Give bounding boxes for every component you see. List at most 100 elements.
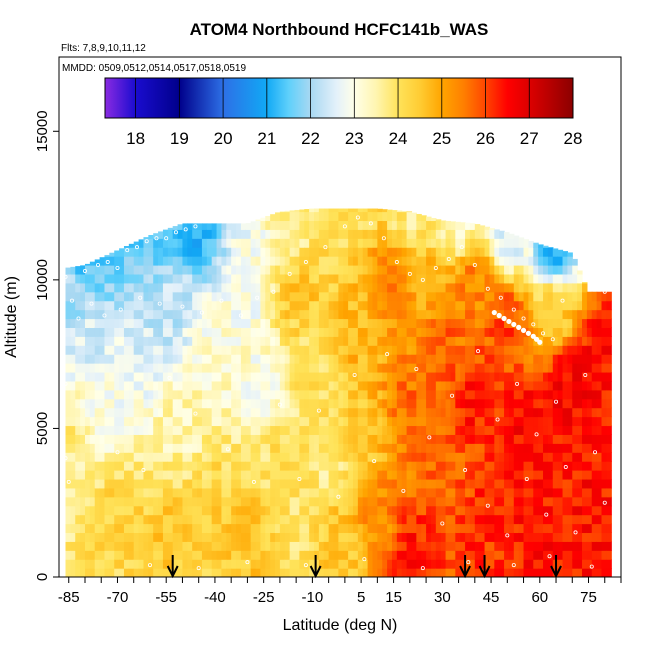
heatmap-cell [362,247,369,257]
heatmap-cell [123,300,130,311]
heatmap-cell [148,273,154,284]
heatmap-cell [143,247,149,257]
heatmap-cell [245,487,252,498]
heatmap-cell [231,398,237,409]
heatmap-cell [489,229,495,239]
heatmap-cell [606,452,612,462]
heatmap-cell [479,452,486,462]
heatmap-cell [138,363,145,373]
heatmap-cell [65,398,71,409]
heatmap-cell [591,407,598,418]
heatmap-cell [411,398,417,409]
heatmap-cell [328,425,335,435]
heatmap-cell [474,371,481,382]
heatmap-cell [153,443,159,453]
heatmap-cell [533,345,539,355]
heatmap-cell [192,345,198,355]
heatmap-cell [197,223,203,230]
heatmap-cell [362,309,369,320]
heatmap-cell [440,318,447,328]
heatmap-cell [80,461,86,471]
heatmap-cell [348,478,354,489]
heatmap-cell [294,265,300,275]
heatmap-cell [158,231,164,239]
heatmap-cell [255,416,262,427]
heatmap-cell [158,461,164,471]
heatmap-cell [538,256,544,266]
heatmap-cell [265,336,271,346]
heatmap-cell [572,416,578,427]
heatmap-cell [528,487,534,498]
heatmap-cell [265,443,271,453]
heatmap-cell [255,461,262,471]
heatmap-cell [187,434,193,444]
heatmap-cell [348,211,354,222]
heatmap-cell [289,452,296,462]
heatmap-cell [240,434,247,444]
heatmap-cell [70,309,76,320]
heatmap-cell [557,249,564,257]
heatmap-cell [411,550,417,560]
heatmap-cell [231,425,237,435]
heatmap-cell [499,541,505,551]
heatmap-cell [343,363,349,373]
heatmap-cell [148,256,154,266]
heatmap-cell [469,461,476,471]
heatmap-cell [250,229,257,239]
heatmap-cell [323,282,330,293]
heatmap-cell [504,398,510,409]
heatmap-cell [572,327,578,337]
heatmap-cell [265,291,271,302]
heatmap-cell [396,407,403,418]
heatmap-cell [206,496,213,507]
heatmap-cell [479,229,486,239]
heatmap-cell [552,452,559,462]
heatmap-cell [372,389,378,400]
heatmap-cell [167,461,174,471]
heatmap-cell [338,238,344,248]
heatmap-cell [543,470,549,480]
heatmap-cell [216,247,223,257]
heatmap-cell [318,568,325,577]
heatmap-cell [479,256,486,266]
heatmap-cell [479,425,486,435]
heatmap-cell [538,247,544,257]
heatmap-cell [148,354,154,364]
heatmap-cell [523,559,530,569]
heatmap-cell [552,514,559,525]
heatmap-cell [279,300,286,311]
heatmap-cell [104,327,110,337]
heatmap-cell [494,265,500,275]
heatmap-cell [391,514,398,525]
heatmap-cell [606,416,612,427]
heatmap-cell [211,532,218,542]
heatmap-cell [75,550,81,560]
heatmap-cell [577,478,583,489]
heatmap-cell [440,568,447,577]
heatmap-cell [270,478,276,489]
heatmap-cell [518,291,525,302]
heatmap-cell [401,434,408,444]
heatmap-cell [265,416,271,427]
heatmap-cell [601,389,607,400]
heatmap-cell [352,389,359,400]
heatmap-cell [70,398,76,409]
heatmap-cell [547,371,554,382]
heatmap-cell [89,291,96,302]
heatmap-cell [114,452,120,462]
heatmap-cell [484,416,491,427]
heatmap-cell [143,336,149,346]
heatmap-cell [387,398,393,409]
heatmap-cell [479,478,486,489]
heatmap-cell [119,345,125,355]
heatmap-cell [226,559,232,569]
heatmap-cell [547,416,554,427]
heatmap-cell [455,389,461,400]
heatmap-cell [89,345,96,355]
heatmap-cell [406,505,413,516]
heatmap-cell [543,559,549,569]
heatmap-cell [333,380,339,391]
heatmap-cell [518,345,525,355]
heatmap-cell [153,273,159,284]
heatmap-cell [474,247,481,257]
